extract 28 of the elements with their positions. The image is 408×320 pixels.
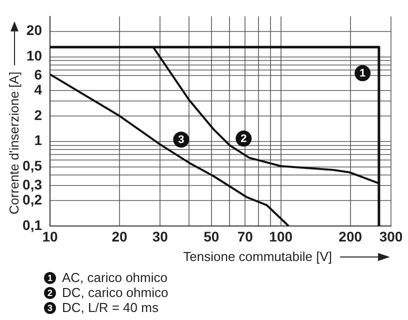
- legend-label: DC, carico ohmico: [62, 285, 168, 300]
- text: 3: [47, 302, 52, 312]
- y-tick-label: 0,2: [22, 191, 42, 208]
- y-tick-label: 6: [34, 66, 42, 82]
- y-tick-label: 20: [26, 22, 42, 38]
- y-tick-label: 1: [34, 132, 42, 148]
- text: 1: [47, 272, 52, 282]
- y-tick-label: 0,3: [22, 176, 42, 192]
- x-tick-label: 50: [204, 228, 220, 244]
- y-tick-label: 10: [26, 48, 42, 64]
- legend-label: DC, L/R = 40 ms: [62, 300, 158, 315]
- x-axis-title: Tensione commutabile [V]: [183, 249, 332, 264]
- legend-label: AC, carico ohmico: [62, 270, 168, 285]
- x-tick-label: 200: [338, 228, 362, 244]
- x-tick-label: 100: [269, 228, 293, 244]
- y-tick-label: 0,5: [22, 158, 42, 174]
- y-tick-label: 4: [34, 81, 42, 98]
- x-tick-label: 30: [152, 228, 168, 244]
- annotation: 3: [178, 134, 184, 146]
- x-tick-label: 70: [237, 228, 254, 244]
- x-tick-label: 20: [112, 228, 128, 244]
- text: 2: [47, 288, 52, 298]
- annotation: 1: [360, 68, 366, 80]
- y-axis-title: Corrente d'inserzione [A]: [6, 72, 22, 214]
- x-tick-label: 300: [379, 228, 403, 244]
- y-tick-label: 2: [34, 106, 42, 123]
- annotation: 2: [240, 133, 247, 146]
- y-tick-label: 0,1: [22, 216, 42, 233]
